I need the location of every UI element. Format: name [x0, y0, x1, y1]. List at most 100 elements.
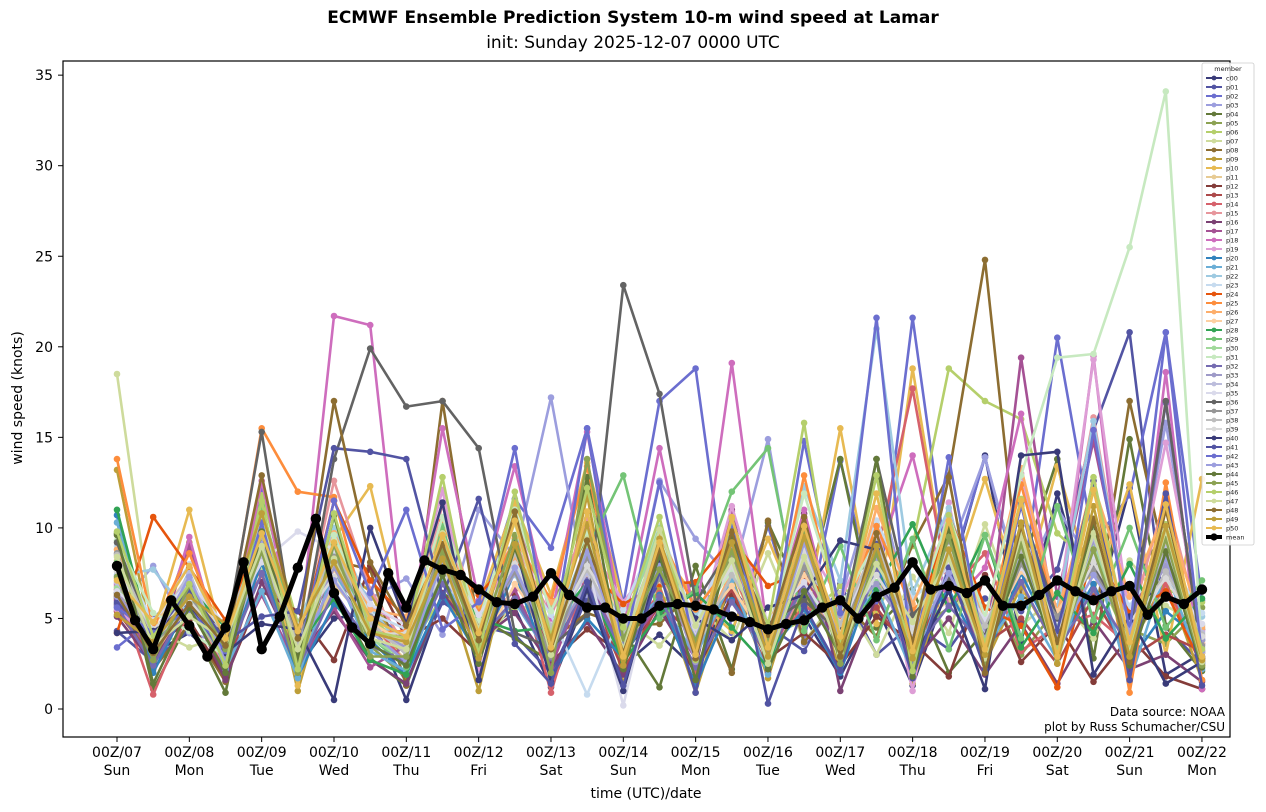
data-point-p46: [1090, 473, 1097, 481]
legend-item-p29: p29: [1206, 335, 1238, 343]
data-point-mean: [401, 602, 412, 613]
data-point-mean: [274, 611, 285, 622]
legend-item-p36: p36: [1206, 398, 1238, 406]
data-point-p29: [728, 488, 736, 496]
data-point-p47: [873, 560, 880, 568]
legend-marker: [1211, 363, 1217, 369]
data-point-p35: [294, 528, 302, 535]
data-point-p29: [620, 472, 627, 479]
data-point-p44: [1162, 548, 1170, 555]
data-point-p41: [764, 700, 772, 707]
data-point-p36: [800, 597, 808, 604]
data-point-p26: [1126, 593, 1133, 600]
chart-subtitle: init: Sunday 2025-12-07 0000 UTC: [486, 33, 780, 53]
data-point-mean: [961, 587, 973, 599]
data-point-p02: [547, 544, 555, 552]
legend-marker: [1211, 192, 1217, 198]
legend-label: p18: [1226, 236, 1238, 244]
data-point-p48: [837, 653, 844, 660]
legend-label: p16: [1226, 218, 1238, 226]
legend-marker: [1211, 219, 1217, 225]
legend-item-p21: p21: [1206, 263, 1238, 271]
data-point-p25: [113, 455, 121, 463]
y-tick-label: 30: [35, 159, 53, 175]
data-point-p46: [294, 665, 302, 673]
data-point-p45: [366, 653, 374, 660]
data-point-p50: [909, 647, 916, 655]
legend-marker: [1211, 147, 1217, 153]
legend-label: p10: [1226, 164, 1238, 172]
data-point-p08: [1126, 397, 1133, 405]
data-point-p50: [475, 629, 483, 637]
data-point-p49: [113, 611, 121, 619]
data-point-p29: [945, 645, 953, 653]
data-point-p24: [366, 577, 374, 584]
data-point-p28: [403, 671, 410, 678]
legend-title: member: [1214, 65, 1242, 73]
x-tick-label-time: 00Z/11: [381, 745, 431, 761]
legend-item-p26: p26: [1206, 308, 1238, 316]
data-point-p04: [1126, 435, 1133, 443]
x-tick-label-day: Wed: [825, 763, 856, 779]
data-point-mean: [1124, 580, 1135, 592]
data-point-mean: [238, 557, 249, 568]
legend-label: p35: [1226, 389, 1238, 397]
data-point-p36: [439, 397, 446, 405]
data-point-p36: [909, 611, 916, 619]
data-point-mean: [166, 595, 177, 606]
x-tick-label-day: Sat: [1046, 763, 1069, 779]
data-point-p49: [909, 655, 916, 662]
data-point-p10: [186, 506, 193, 514]
data-point-p29: [1126, 524, 1133, 532]
data-point-mean: [148, 644, 159, 655]
legend-label: p32: [1226, 362, 1238, 370]
data-point-mean: [383, 568, 394, 579]
data-point-p24: [1017, 622, 1025, 629]
data-point-p50: [620, 653, 627, 660]
x-axis-label: time (UTC)/date: [590, 786, 701, 802]
legend-marker: [1211, 165, 1217, 171]
series-p50: [113, 486, 1206, 660]
data-point-p40: [620, 687, 627, 695]
data-point-p44: [692, 676, 699, 684]
data-point-p29: [1198, 577, 1206, 584]
data-point-p21: [258, 588, 266, 595]
data-point-p40: [475, 676, 483, 684]
data-point-c00: [1054, 490, 1061, 497]
legend-label: mean: [1226, 533, 1244, 541]
data-point-p10: [981, 475, 989, 483]
legend-label: p23: [1226, 281, 1238, 289]
data-point-mean: [600, 602, 611, 613]
data-point-p49: [764, 653, 772, 660]
data-point-p50: [149, 618, 157, 626]
legend-label: p41: [1226, 443, 1238, 451]
data-point-p49: [945, 546, 953, 553]
data-point-p49: [1090, 502, 1097, 510]
data-point-mean: [111, 560, 123, 572]
data-point-p44: [149, 680, 157, 687]
data-point-c00: [403, 696, 410, 704]
data-point-p18: [728, 359, 736, 367]
data-point-p42: [1162, 329, 1170, 336]
data-point-mean: [907, 557, 918, 568]
data-point-p48: [330, 397, 338, 405]
data-point-mean: [310, 513, 322, 524]
x-tick-label-day: Wed: [319, 763, 350, 779]
data-point-p45: [945, 533, 953, 541]
data-point-p48: [945, 473, 953, 481]
legend-item-p41: p41: [1206, 443, 1238, 451]
data-point-p17: [366, 664, 374, 671]
data-point-p47: [692, 622, 699, 629]
data-point-p41: [583, 578, 591, 586]
data-point-p47: [547, 651, 555, 658]
data-point-p47: [728, 557, 736, 564]
data-point-p50: [186, 562, 193, 570]
legend-item-p18: p18: [1206, 236, 1238, 244]
legend-label: p14: [1226, 200, 1238, 208]
data-point-p04: [837, 455, 844, 463]
data-point-p32: [656, 593, 663, 600]
data-point-p28: [909, 521, 916, 528]
data-point-p21: [1017, 593, 1025, 600]
legend-label: p27: [1226, 317, 1238, 325]
